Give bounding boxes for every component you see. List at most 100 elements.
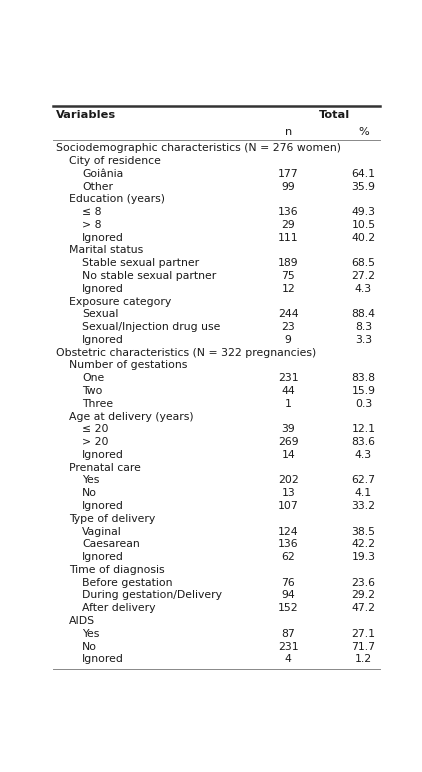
Text: 1.2: 1.2 [355,655,372,665]
Text: 10.5: 10.5 [352,220,376,230]
Text: 23.6: 23.6 [352,577,376,587]
Text: 27.1: 27.1 [352,629,376,638]
Text: 29: 29 [281,220,295,230]
Text: n: n [284,127,292,137]
Text: 47.2: 47.2 [352,603,376,613]
Text: 12: 12 [281,284,295,294]
Text: Ignored: Ignored [82,552,124,562]
Text: 64.1: 64.1 [352,169,376,179]
Text: 19.3: 19.3 [352,552,376,562]
Text: 39: 39 [281,425,295,435]
Text: 136: 136 [278,207,298,217]
Text: Ignored: Ignored [82,655,124,665]
Text: Number of gestations: Number of gestations [69,361,187,371]
Text: Ignored: Ignored [82,232,124,242]
Text: 14: 14 [281,450,295,460]
Text: Age at delivery (years): Age at delivery (years) [69,411,194,422]
Text: > 20: > 20 [82,437,109,447]
Text: 87: 87 [281,629,295,638]
Text: Prenatal care: Prenatal care [69,462,141,472]
Text: 68.5: 68.5 [352,258,376,268]
Text: 231: 231 [278,642,298,652]
Text: Time of diagnosis: Time of diagnosis [69,565,165,575]
Text: 124: 124 [278,527,298,537]
Text: 189: 189 [278,258,298,268]
Text: 244: 244 [278,310,298,320]
Text: 202: 202 [278,476,299,486]
Text: 71.7: 71.7 [352,642,376,652]
Text: 4: 4 [285,655,292,665]
Text: One: One [82,373,104,383]
Text: Ignored: Ignored [82,284,124,294]
Text: 15.9: 15.9 [352,386,376,396]
Text: 29.2: 29.2 [352,591,376,601]
Text: 107: 107 [278,501,299,511]
Text: ≤ 8: ≤ 8 [82,207,102,217]
Text: Two: Two [82,386,103,396]
Text: Obstetric characteristics (N = 322 pregnancies): Obstetric characteristics (N = 322 pregn… [56,347,316,357]
Text: %: % [358,127,369,137]
Text: 35.9: 35.9 [352,181,376,191]
Text: 9: 9 [285,335,292,345]
Text: 111: 111 [278,232,298,242]
Text: > 8: > 8 [82,220,102,230]
Text: Ignored: Ignored [82,335,124,345]
Text: 177: 177 [278,169,298,179]
Text: 231: 231 [278,373,298,383]
Text: 1: 1 [285,399,292,409]
Text: 42.2: 42.2 [352,540,376,550]
Text: Vaginal: Vaginal [82,527,122,537]
Text: 99: 99 [281,181,295,191]
Text: Three: Three [82,399,114,409]
Text: 33.2: 33.2 [352,501,376,511]
Text: 4.3: 4.3 [355,450,372,460]
Text: Total: Total [318,110,350,120]
Text: 3.3: 3.3 [355,335,372,345]
Text: Sexual/Injection drug use: Sexual/Injection drug use [82,322,221,332]
Text: City of residence: City of residence [69,156,161,166]
Text: Exposure category: Exposure category [69,296,171,306]
Text: Marital status: Marital status [69,245,143,256]
Text: Stable sexual partner: Stable sexual partner [82,258,199,268]
Text: No: No [82,488,97,498]
Text: During gestation/Delivery: During gestation/Delivery [82,591,222,601]
Text: 0.3: 0.3 [355,399,372,409]
Text: 40.2: 40.2 [352,232,376,242]
Text: Type of delivery: Type of delivery [69,514,155,523]
Text: No stable sexual partner: No stable sexual partner [82,271,216,281]
Text: Goiânia: Goiânia [82,169,123,179]
Text: Education (years): Education (years) [69,195,165,205]
Text: Yes: Yes [82,476,100,486]
Text: Variables: Variables [56,110,116,120]
Text: 4.1: 4.1 [355,488,372,498]
Text: 94: 94 [281,591,295,601]
Text: 83.6: 83.6 [352,437,376,447]
Text: Sociodemographic characteristics (N = 276 women): Sociodemographic characteristics (N = 27… [56,143,341,153]
Text: Caesarean: Caesarean [82,540,140,550]
Text: 4.3: 4.3 [355,284,372,294]
Text: Ignored: Ignored [82,450,124,460]
Text: 49.3: 49.3 [352,207,376,217]
Text: 23: 23 [281,322,295,332]
Text: 152: 152 [278,603,298,613]
Text: Other: Other [82,181,113,191]
Text: 38.5: 38.5 [352,527,376,537]
Text: 44: 44 [281,386,295,396]
Text: 27.2: 27.2 [352,271,376,281]
Text: Yes: Yes [82,629,100,638]
Text: 88.4: 88.4 [352,310,376,320]
Text: Sexual: Sexual [82,310,119,320]
Text: ≤ 20: ≤ 20 [82,425,109,435]
Text: 62: 62 [281,552,295,562]
Text: 75: 75 [281,271,295,281]
Text: 76: 76 [281,577,295,587]
Text: No: No [82,642,97,652]
Text: 83.8: 83.8 [352,373,376,383]
Text: Before gestation: Before gestation [82,577,173,587]
Text: Ignored: Ignored [82,501,124,511]
Text: 12.1: 12.1 [352,425,376,435]
Text: 269: 269 [278,437,298,447]
Text: 62.7: 62.7 [352,476,376,486]
Text: AIDS: AIDS [69,616,95,626]
Text: After delivery: After delivery [82,603,156,613]
